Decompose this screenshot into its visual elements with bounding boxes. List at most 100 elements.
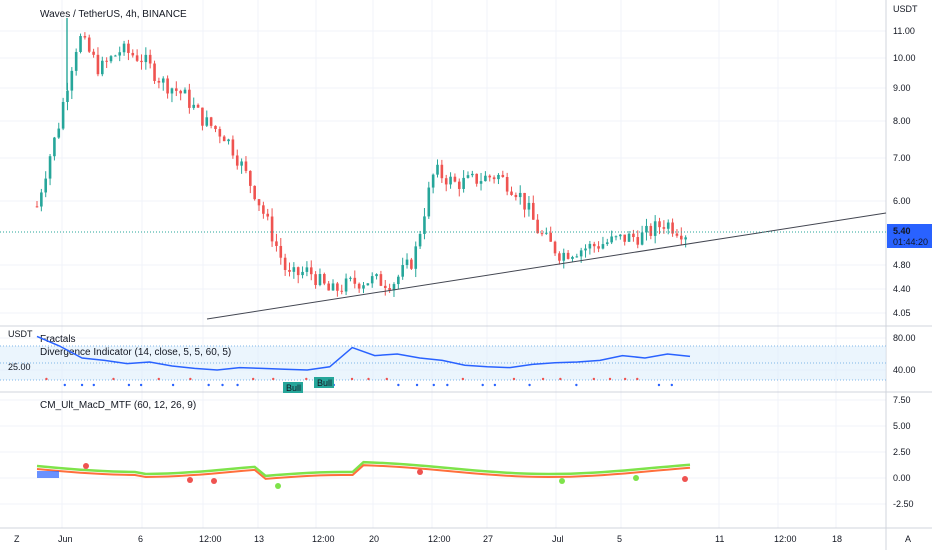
- candle-body: [214, 125, 217, 130]
- osc-tick-label: 80.00: [893, 333, 916, 343]
- candle-body: [501, 174, 505, 178]
- candle-body: [105, 60, 108, 62]
- fractal-marker: [221, 383, 224, 387]
- candle-body: [401, 265, 404, 277]
- candle-body: [645, 225, 648, 233]
- candle-body: [562, 252, 566, 261]
- candle-body: [92, 51, 95, 55]
- candle-body: [66, 90, 69, 102]
- price-tag-countdown: 01:44:20: [893, 237, 928, 247]
- osc-axis-unit: USDT: [8, 329, 33, 339]
- candle-body: [666, 222, 670, 229]
- fractal-marker: [350, 377, 354, 381]
- time-tick-label: 18: [832, 534, 842, 544]
- bull-label: Bull: [317, 378, 332, 388]
- candle-body: [48, 156, 52, 179]
- fractal-marker: [127, 383, 131, 387]
- price-tag-value: 5.40: [893, 226, 911, 236]
- fractal-marker: [481, 383, 484, 387]
- candle-body: [462, 177, 465, 189]
- candle-body: [357, 283, 361, 289]
- candle-body: [275, 241, 278, 246]
- candle-body: [166, 78, 169, 94]
- macd-cross-dot: [633, 475, 639, 481]
- macd-cross-dot: [682, 476, 688, 482]
- candle-body: [366, 283, 370, 286]
- candle-body: [383, 285, 387, 288]
- candle-body: [253, 185, 256, 200]
- candle-body: [175, 88, 178, 91]
- fractal-marker: [446, 383, 449, 387]
- candle-body: [140, 60, 143, 63]
- candle-body: [475, 173, 478, 184]
- candle-body: [153, 63, 156, 81]
- macd-tick-label: 2.50: [893, 447, 911, 457]
- candle-body: [484, 175, 487, 182]
- candle-body: [101, 60, 104, 75]
- fractal-marker: [541, 377, 545, 381]
- candle-body: [653, 221, 657, 236]
- candle-body: [336, 283, 339, 291]
- candle-body: [379, 274, 383, 286]
- candle-body: [266, 213, 270, 217]
- corner-left-label: Z: [14, 534, 20, 544]
- candle-body: [431, 174, 435, 188]
- fractal-marker: [512, 377, 516, 381]
- fractal-marker: [189, 377, 192, 381]
- candle-body: [418, 233, 422, 247]
- fractal-marker: [63, 383, 67, 387]
- candle-body: [627, 233, 631, 242]
- candle-body: [671, 222, 674, 234]
- candle-body: [131, 52, 135, 56]
- candle-body: [209, 117, 213, 126]
- candle-body: [70, 70, 74, 91]
- fractal-marker: [623, 377, 627, 381]
- bull-label-bg: [283, 382, 303, 393]
- candle-body: [614, 236, 618, 238]
- candle-body: [619, 234, 622, 237]
- candle-body: [305, 267, 309, 272]
- time-tick-label: 6: [138, 534, 143, 544]
- candle-body: [588, 243, 592, 249]
- candle-body: [201, 107, 204, 126]
- price-tick-label: 10.00: [893, 53, 916, 63]
- candle-body: [157, 80, 161, 83]
- candle-body: [444, 178, 448, 185]
- candle-body: [414, 246, 418, 269]
- fractal-marker: [559, 377, 562, 381]
- candle-body: [148, 54, 152, 64]
- candle-body: [632, 233, 635, 238]
- candle-body: [61, 101, 65, 129]
- candle-body: [658, 221, 661, 228]
- candle-body: [397, 276, 400, 285]
- candle-body: [135, 55, 139, 61]
- candle-body: [192, 104, 196, 108]
- osc-left-label: 25.00: [8, 362, 31, 372]
- fractal-marker: [80, 383, 84, 387]
- candle-body: [114, 55, 117, 57]
- candle-body: [183, 89, 187, 94]
- candle-body: [179, 90, 182, 94]
- candle-body: [283, 257, 287, 270]
- time-tick-label: 12:00: [199, 534, 222, 544]
- candle-body: [531, 202, 535, 220]
- fractals-label: Fractals: [40, 334, 76, 345]
- macd-cross-dot: [83, 463, 89, 469]
- candle-body: [57, 128, 61, 138]
- candle-body: [610, 236, 613, 243]
- candle-body: [314, 274, 317, 286]
- candle-body: [545, 232, 548, 234]
- trend-line: [206, 212, 887, 320]
- signal-line: [36, 464, 691, 480]
- price-tick-label: 8.00: [893, 116, 911, 126]
- candle-body: [122, 43, 126, 53]
- price-tag: [887, 224, 932, 248]
- macd-label: CM_Ult_MacD_MTF (60, 12, 26, 9): [40, 400, 196, 411]
- candle-body: [584, 248, 587, 251]
- candle-body: [592, 243, 596, 247]
- candle-body: [449, 176, 452, 185]
- candle-body: [270, 216, 274, 242]
- candle-body: [44, 178, 48, 193]
- divergence-label: Divergence Indicator (14, close, 5, 5, 6…: [40, 347, 231, 358]
- candle-body: [161, 78, 165, 83]
